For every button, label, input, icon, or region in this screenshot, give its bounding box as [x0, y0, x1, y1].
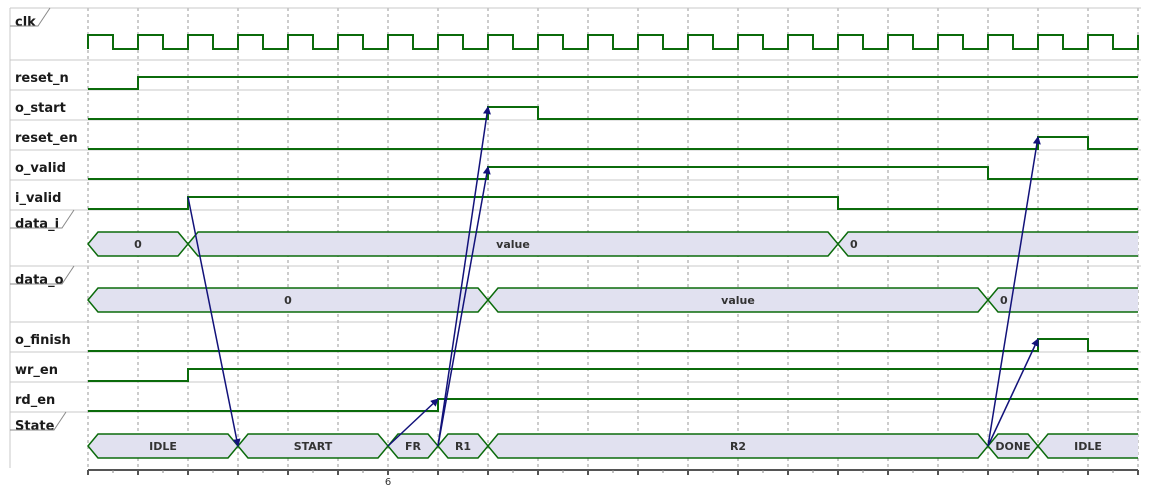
bus-value-label: value	[496, 238, 530, 251]
wave-clk	[88, 35, 1138, 49]
bus-value-label: 0	[1000, 294, 1008, 307]
signal-label-reset_en: reset_en	[15, 131, 78, 146]
bit-wave	[88, 369, 1138, 381]
signal-label-rd_en: rd_en	[15, 393, 55, 408]
bit-wave	[88, 137, 1138, 149]
dependency-arrow	[988, 339, 1038, 446]
bus-value-label: IDLE	[1074, 440, 1102, 453]
wave-data_i: 0 value 0	[88, 232, 1138, 256]
signal-label-data_o: data_o	[15, 273, 64, 288]
signal-label-clk: clk	[15, 15, 36, 30]
signal-label-o_finish: o_finish	[15, 333, 71, 348]
signal-label-data_i: data_i	[15, 217, 59, 232]
signal-label-i_valid: i_valid	[15, 191, 61, 206]
bus-value-label: 0	[134, 238, 142, 251]
signal-label-reset_n: reset_n	[15, 71, 69, 86]
wave-data_o: 0 value 0	[88, 288, 1138, 312]
clock-wave	[88, 35, 1138, 49]
bus-value-label: 0	[284, 294, 292, 307]
bus-value-label: 0	[850, 238, 858, 251]
bus-value-label: FR	[405, 440, 422, 453]
wave-o_valid	[88, 167, 1138, 179]
bus-value-label: R1	[455, 440, 471, 453]
wave-state: IDLE START FR R1 R2 DONE IDLE	[88, 434, 1138, 458]
signal-label-o_valid: o_valid	[15, 161, 66, 176]
signal-label-state: State	[15, 419, 55, 434]
bus-value-label: DONE	[995, 440, 1030, 453]
bit-wave	[88, 107, 1138, 119]
bus-value-label: START	[294, 440, 333, 453]
wave-rd_en	[88, 399, 1138, 411]
time-axis: 6	[88, 470, 1158, 488]
wave-reset_n	[88, 77, 1138, 89]
causality-arrows	[188, 107, 1038, 446]
wave-o_start	[88, 107, 1138, 119]
signal-label-o_start: o_start	[15, 101, 66, 116]
wave-reset_en	[88, 137, 1138, 149]
bit-wave	[88, 339, 1138, 351]
wave-o_finish	[88, 339, 1138, 351]
axis-tick-label: 6	[385, 477, 391, 488]
signal-label-wr_en: wr_en	[15, 363, 58, 378]
bit-wave	[88, 167, 1138, 179]
bit-wave	[88, 77, 1138, 89]
bit-wave	[88, 399, 1138, 411]
bit-wave	[88, 197, 1138, 209]
bus-value-label: R2	[730, 440, 746, 453]
dependency-arrow	[438, 107, 488, 446]
bus-value-label: IDLE	[149, 440, 177, 453]
bus-segment-fill	[838, 232, 1138, 256]
wave-wr_en	[88, 369, 1138, 381]
bus-value-label: value	[721, 294, 755, 307]
wave-i_valid	[88, 197, 1138, 209]
